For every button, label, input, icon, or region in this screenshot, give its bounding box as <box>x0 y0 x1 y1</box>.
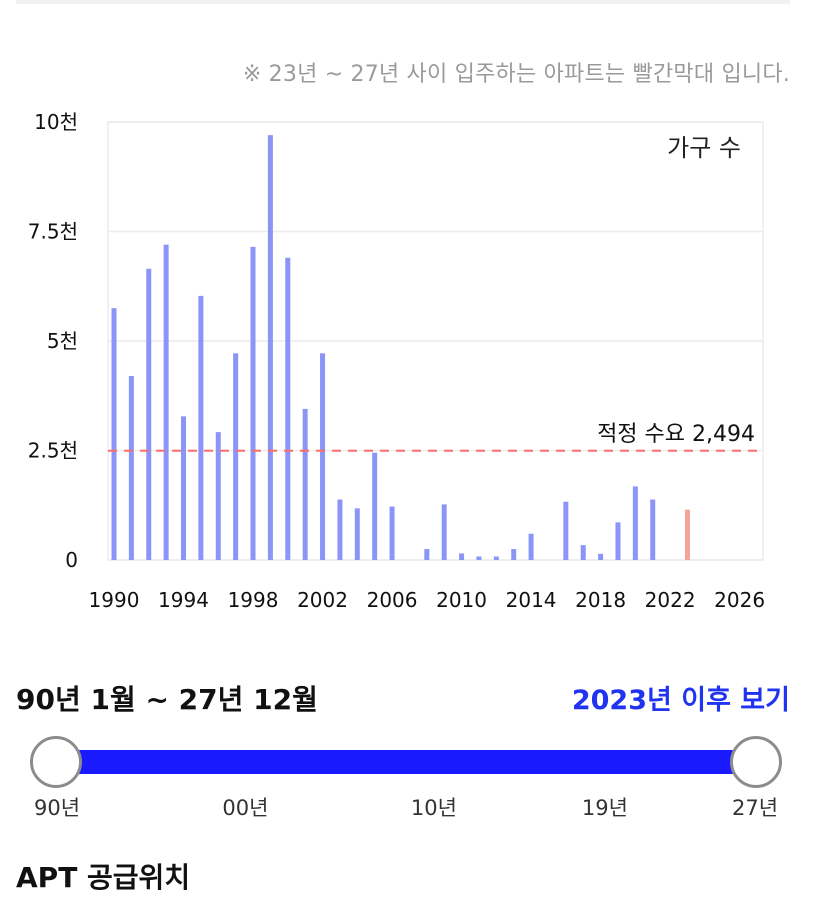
period-range-slider[interactable] <box>30 734 782 790</box>
bar <box>215 432 221 560</box>
x-tick-label: 2026 <box>714 588 765 612</box>
bar <box>528 533 534 560</box>
bar <box>580 545 586 560</box>
bar <box>146 268 152 560</box>
period-range-label: 90년 1월 ~ 27년 12월 <box>16 683 318 716</box>
bar <box>493 556 499 560</box>
slider-tick-label: 27년 <box>731 796 779 820</box>
bar <box>198 295 204 560</box>
top-divider <box>16 0 790 4</box>
slider-selected-track <box>56 750 756 774</box>
bar <box>267 135 273 560</box>
x-tick-label: 2002 <box>297 588 348 612</box>
bar <box>389 506 395 560</box>
slider-end-handle[interactable] <box>730 736 782 788</box>
bar <box>285 257 291 560</box>
y-tick-label: 7.5천 <box>28 220 78 244</box>
bar <box>476 556 482 560</box>
slider-tick-label: 00년 <box>222 796 269 820</box>
supply-bar-chart: 0 2.5천 5천 7.5천 10천 1990 1994 1998 2002 2006 2010 20… <box>28 110 765 612</box>
slider-tick-label: 19년 <box>581 796 628 820</box>
bar <box>459 553 465 560</box>
bar <box>320 353 326 560</box>
x-tick-label: 1998 <box>228 588 279 612</box>
bar <box>441 504 447 560</box>
bar <box>424 549 430 560</box>
bar <box>372 452 378 560</box>
y-tick-label: 10천 <box>34 110 78 134</box>
bar <box>354 508 360 560</box>
bar <box>181 416 187 560</box>
bar <box>128 376 134 560</box>
bar <box>511 549 517 560</box>
slider-tick-label: 10년 <box>410 796 457 820</box>
bar-highlight <box>684 509 690 560</box>
bar <box>598 553 604 560</box>
x-tick-label: 2022 <box>645 588 696 612</box>
bar <box>111 308 117 560</box>
bar <box>337 499 343 560</box>
apt-supply-location-title: APT 공급위치 <box>16 861 191 894</box>
x-tick-label: 1990 <box>89 588 140 612</box>
x-tick-label: 1994 <box>158 588 209 612</box>
view-after-2023-link[interactable]: 2023년 이후 보기 <box>571 685 790 716</box>
bar <box>632 486 638 560</box>
reference-line-label: 적정 수요 2,494 <box>597 422 755 447</box>
chart-note: ※ 23년 ~ 27년 사이 입주하는 아파트는 빨간막대 입니다. <box>242 62 790 87</box>
bar <box>563 501 569 560</box>
bar <box>250 246 256 560</box>
bar <box>650 499 656 560</box>
bar <box>233 353 239 560</box>
x-tick-label: 2014 <box>506 588 557 612</box>
slider-tick-label: 90년 <box>33 796 81 820</box>
x-tick-label: 2006 <box>367 588 418 612</box>
y-tick-label: 2.5천 <box>28 439 78 463</box>
x-tick-label: 2010 <box>436 588 487 612</box>
y-tick-label: 5천 <box>47 329 78 353</box>
slider-start-handle[interactable] <box>30 736 82 788</box>
y-tick-label: 0 <box>65 548 78 572</box>
legend-label: 가구 수 <box>667 134 741 162</box>
bar <box>615 522 621 560</box>
bar <box>163 244 169 560</box>
bar <box>302 408 308 560</box>
x-tick-label: 2018 <box>575 588 626 612</box>
